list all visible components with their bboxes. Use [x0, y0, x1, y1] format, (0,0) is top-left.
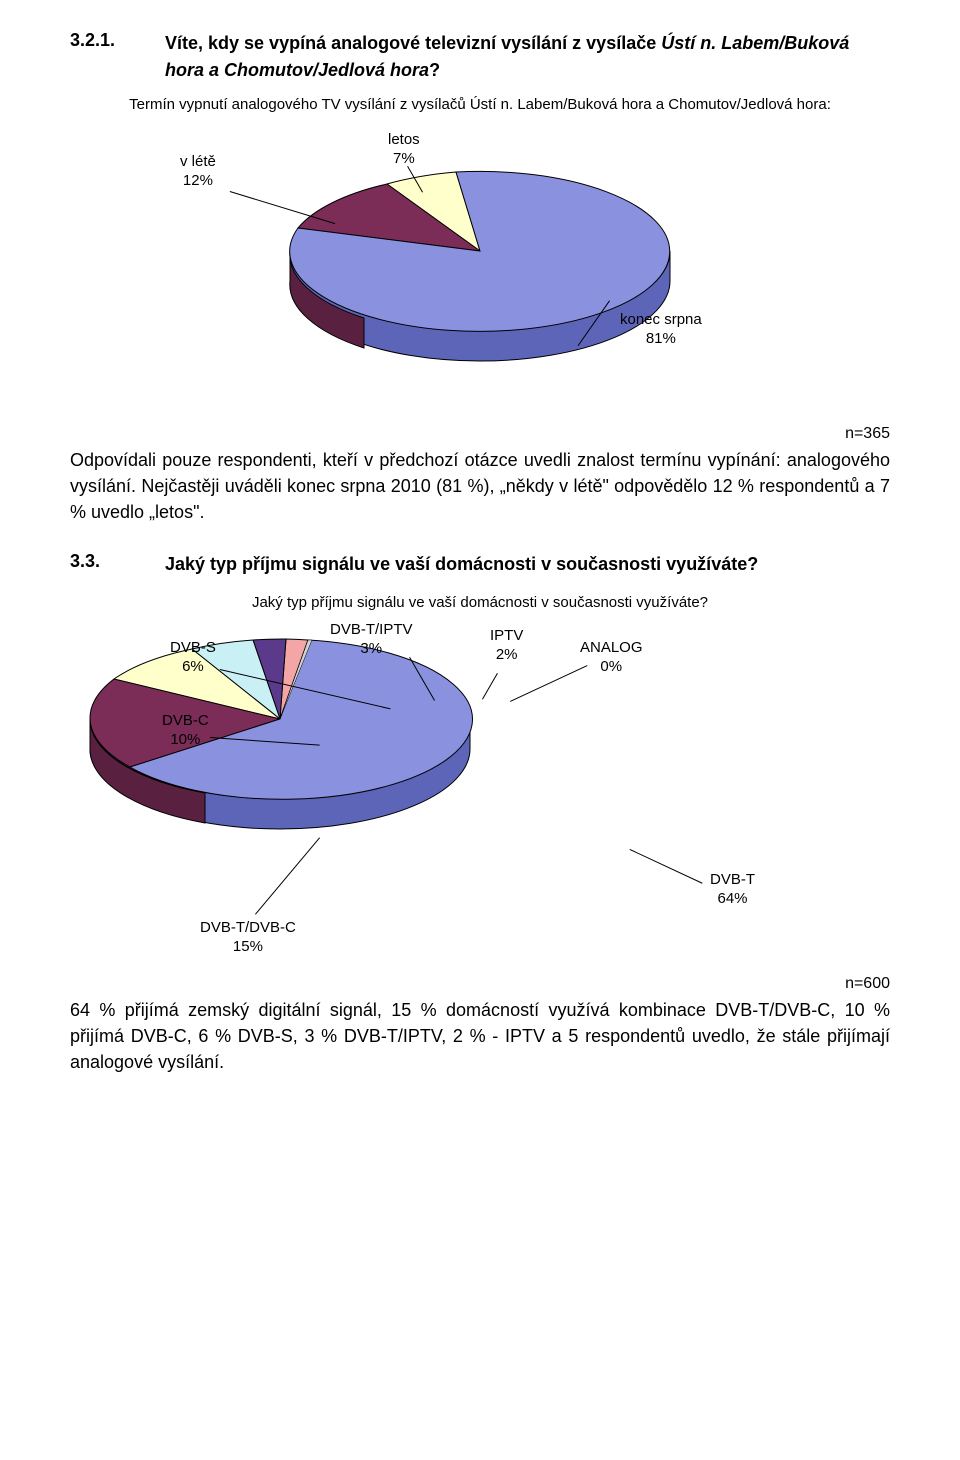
chart-2-pie: DVB-S 6% DVB-T/IPTV 3% IPTV 2% ANALOG 0%…: [70, 619, 890, 969]
chart-1-title: Termín vypnutí analogového TV vysílání z…: [70, 94, 890, 115]
pie-2-svg: [70, 619, 490, 849]
section-title: Víte, kdy se vypíná analogové televizní …: [165, 30, 890, 84]
section-3-2-1-heading: 3.2.1. Víte, kdy se vypíná analogové tel…: [70, 30, 890, 84]
chart2-label-dvbtiptv: DVB-T/IPTV 3%: [330, 621, 413, 659]
chart1-n: n=365: [70, 425, 890, 443]
paragraph-2: 64 % přijímá zemský digitální signál, 15…: [70, 997, 890, 1075]
chart-2: Jaký typ příjmu signálu ve vaší domácnos…: [70, 592, 890, 969]
chart2-label-dvbt: DVB-T 64%: [710, 871, 755, 909]
lead2-analog: [510, 665, 587, 702]
section-title-2: Jaký typ příjmu signálu ve vaší domácnos…: [165, 551, 758, 578]
chart-1: Termín vypnutí analogového TV vysílání z…: [70, 94, 890, 421]
lead2-dvbt: [630, 849, 703, 884]
section-3-3-heading: 3.3. Jaký typ příjmu signálu ve vaší dom…: [70, 551, 890, 578]
chart1-label-konec: konec srpna 81%: [620, 311, 702, 349]
chart-1-pie: v létě 12% letos 7% konec srpna 81%: [70, 121, 890, 421]
section-number: 3.2.1.: [70, 30, 165, 51]
chart2-label-dvbtdvbc: DVB-T/DVB-C 15%: [200, 919, 296, 957]
chart2-label-iptv: IPTV 2%: [490, 627, 523, 665]
chart2-label-dvbs: DVB-S 6%: [170, 639, 216, 677]
chart2-n: n=600: [70, 975, 890, 993]
chart2-label-dvbc: DVB-C 10%: [162, 712, 209, 750]
chart1-label-letos: letos 7%: [388, 131, 420, 169]
chart2-label-analog: ANALOG 0%: [580, 639, 643, 677]
chart1-label-vleto: v létě 12%: [180, 153, 216, 191]
paragraph-1: Odpovídali pouze respondenti, kteří v př…: [70, 447, 890, 525]
section-number-2: 3.3.: [70, 551, 165, 572]
chart-2-title: Jaký typ příjmu signálu ve vaší domácnos…: [70, 592, 890, 613]
